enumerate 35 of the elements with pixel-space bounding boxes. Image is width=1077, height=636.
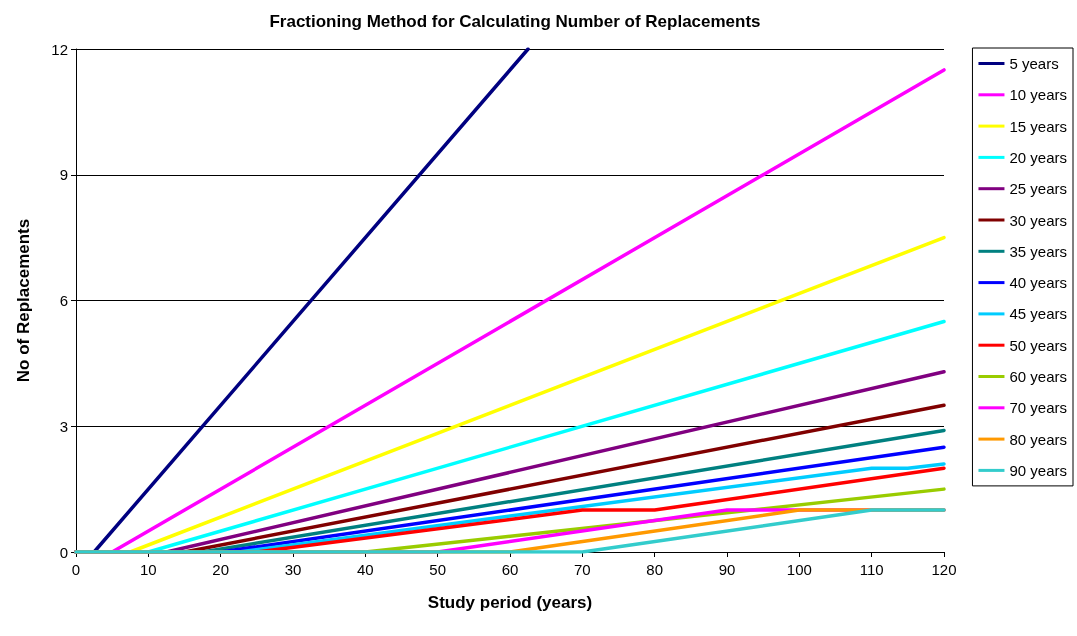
legend-label: 45 years <box>1009 305 1068 323</box>
x-tick-label: 30 <box>284 561 302 578</box>
y-axis-title: No of Replacements <box>14 218 33 383</box>
legend-label: 30 years <box>1009 211 1068 229</box>
legend-label: 70 years <box>1009 399 1068 417</box>
y-tick-label: 0 <box>59 543 68 561</box>
x-tick-label: 70 <box>573 561 591 578</box>
x-tick-label: 80 <box>646 561 664 578</box>
legend-label: 25 years <box>1009 180 1068 198</box>
legend-label: 60 years <box>1009 368 1068 385</box>
legend-label: 20 years <box>1009 148 1068 166</box>
legend-label: 80 years <box>1009 430 1068 448</box>
y-tick-label: 3 <box>59 417 68 435</box>
x-tick-label: 100 <box>786 561 812 578</box>
x-tick-label: 40 <box>356 561 374 578</box>
x-tick-label: 50 <box>429 561 447 578</box>
y-tick-label: 12 <box>51 40 68 58</box>
y-tick-label: 9 <box>59 166 68 184</box>
legend-label: 15 years <box>1009 117 1068 135</box>
legend-label: 90 years <box>1009 461 1068 479</box>
chart-title: Fractioning Method for Calculating Number of Replacements <box>269 12 761 31</box>
legend-label: 40 years <box>1009 274 1068 292</box>
legend-label: 50 years <box>1009 336 1068 354</box>
legend-label: 10 years <box>1009 86 1068 104</box>
x-tick-label: 10 <box>139 561 157 578</box>
x-tick-label: 120 <box>931 561 957 578</box>
legend-label: 35 years <box>1009 242 1068 260</box>
y-tick-label: 6 <box>59 292 68 309</box>
legend-label: 5 years <box>1009 55 1059 72</box>
x-tick-label: 20 <box>212 561 230 578</box>
x-tick-label: 110 <box>859 561 884 578</box>
x-tick-label: 0 <box>71 561 81 578</box>
x-axis-title: Study period (years) <box>427 593 593 612</box>
x-tick-label: 60 <box>501 561 519 578</box>
x-tick-label: 90 <box>718 561 736 578</box>
